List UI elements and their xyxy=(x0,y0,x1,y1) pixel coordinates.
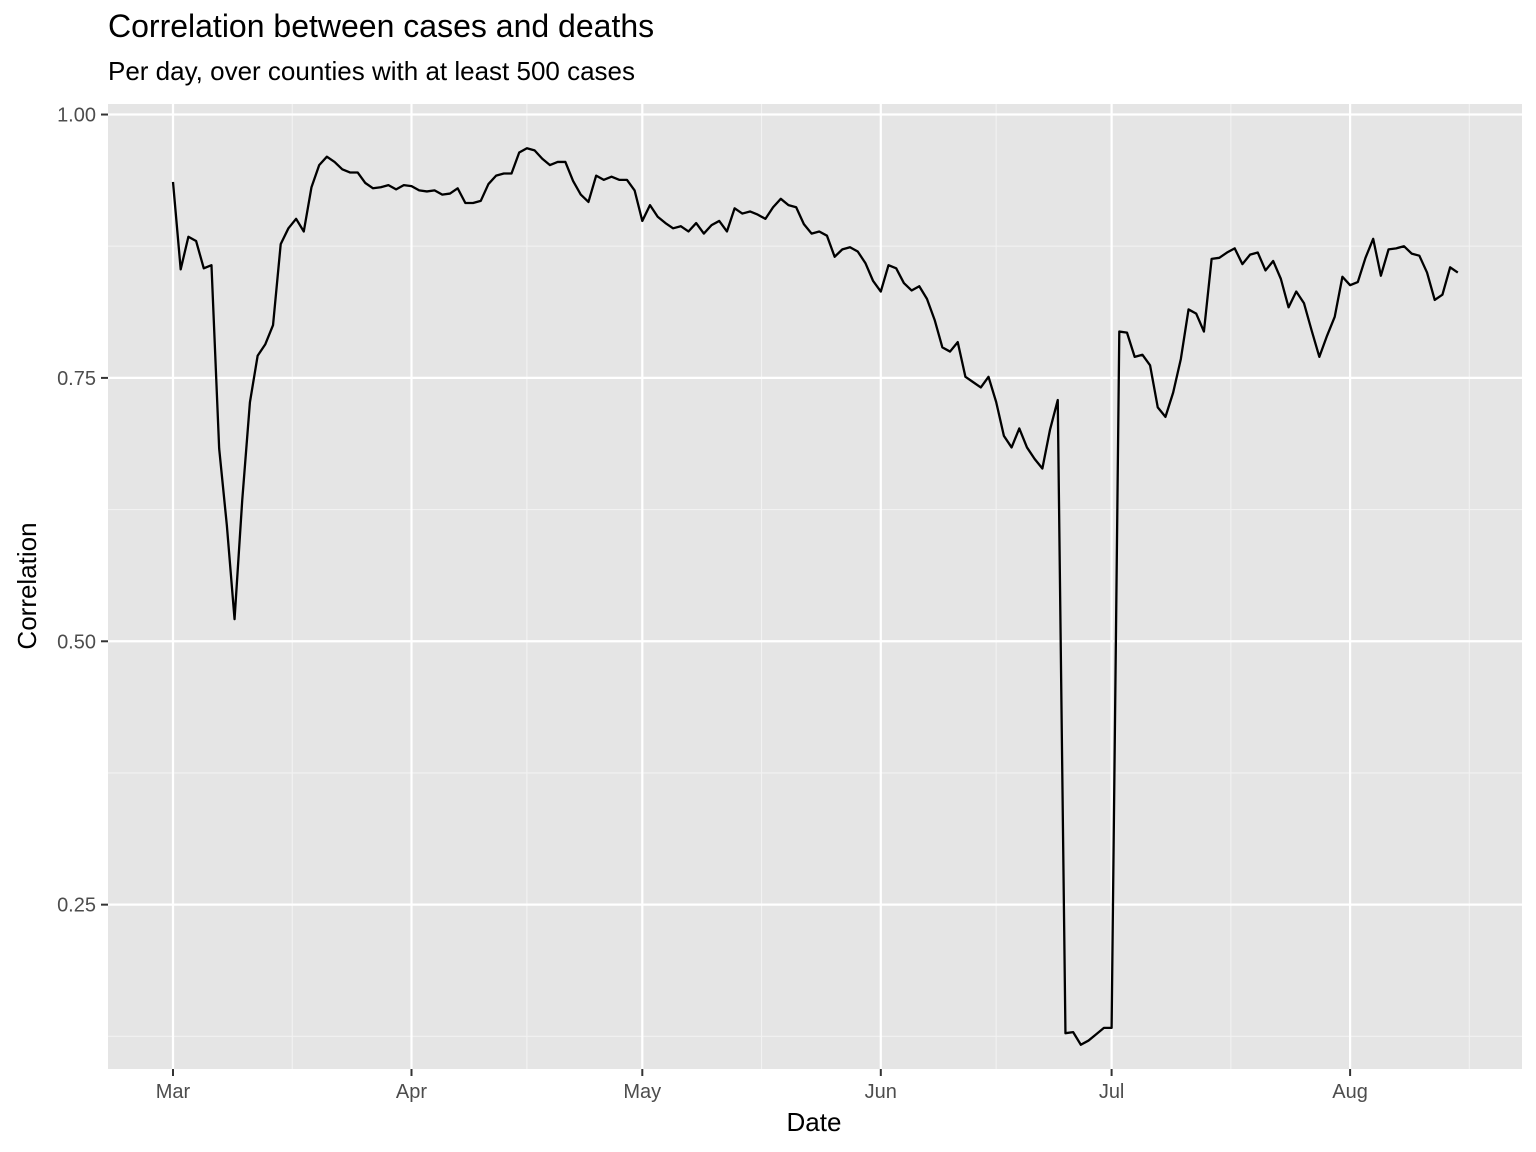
chart-subtitle: Per day, over counties with at least 500… xyxy=(108,56,636,86)
x-tick-label: Aug xyxy=(1332,1081,1368,1103)
plot-panel xyxy=(108,104,1522,1069)
x-tick-label: May xyxy=(623,1081,661,1103)
axes: 0.25 0.50 0.75 1.00 Mar Apr May Jun Jul Aug xyxy=(57,105,1368,1103)
x-axis-title: Date xyxy=(787,1107,842,1137)
x-tick-label: Mar xyxy=(156,1081,191,1103)
x-tick-label: Apr xyxy=(396,1081,427,1103)
chart-title: Correlation between cases and deaths xyxy=(108,8,655,44)
y-tick-label: 0.50 xyxy=(57,631,96,653)
y-tick-label: 0.75 xyxy=(57,368,96,390)
grid-lines xyxy=(108,104,1522,1069)
y-axis-title: Correlation xyxy=(12,522,42,649)
data-series xyxy=(171,147,1459,1046)
x-tick-label: Jun xyxy=(865,1081,897,1103)
series-line xyxy=(171,147,1459,1046)
x-tick-label: Jul xyxy=(1099,1081,1125,1103)
y-tick-label: 0.25 xyxy=(57,895,96,917)
y-tick-label: 1.00 xyxy=(57,105,96,127)
